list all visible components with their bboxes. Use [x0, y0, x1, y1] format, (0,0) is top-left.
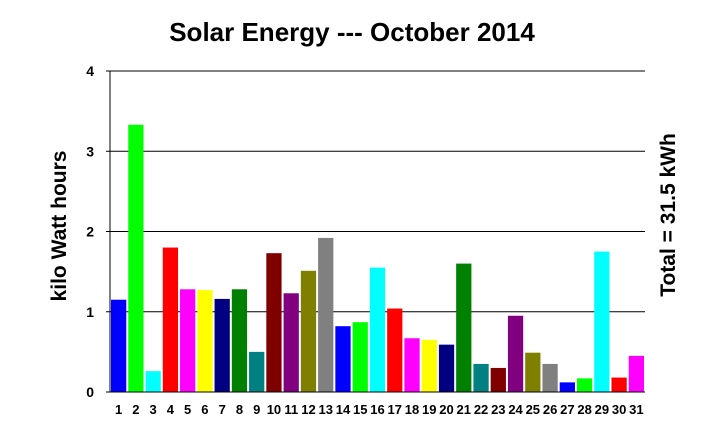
x-tick-label: 21 — [457, 402, 471, 417]
bar-day-11 — [283, 293, 299, 392]
x-tick-label: 1 — [115, 402, 122, 417]
x-tick-label: 6 — [201, 402, 208, 417]
bars — [111, 124, 644, 393]
y-axis-label: kilo Watt hours — [48, 151, 71, 302]
bar-day-3 — [145, 371, 161, 392]
x-tick-label: 16 — [370, 402, 384, 417]
y-tick-labels: 0 1 2 3 4 — [86, 63, 94, 400]
bar-day-16 — [369, 267, 386, 392]
x-tick-label: 26 — [543, 402, 557, 417]
bar-day-27 — [559, 382, 575, 392]
y-tick-label: 3 — [86, 143, 94, 159]
bar-day-21 — [456, 263, 472, 392]
bar-day-10 — [266, 253, 282, 392]
y-tick-label: 4 — [86, 63, 94, 79]
bar-day-28 — [576, 378, 593, 392]
x-tick-label: 29 — [595, 402, 609, 417]
x-tick-label: 31 — [629, 402, 643, 417]
bar-day-22 — [473, 363, 489, 392]
x-tick-label: 12 — [301, 402, 315, 417]
x-tick-label: 30 — [612, 402, 626, 417]
bar-day-9 — [249, 351, 265, 393]
x-tick-label: 18 — [405, 402, 419, 417]
x-tick-label: 2 — [132, 402, 139, 417]
bar-day-4 — [162, 247, 179, 392]
x-tick-label: 17 — [388, 402, 402, 417]
total-label: Total = 31.5 kWh — [657, 133, 680, 297]
x-tick-label: 27 — [560, 402, 574, 417]
chart-title: Solar Energy --- October 2014 — [169, 17, 535, 47]
x-tick-label: 4 — [167, 402, 175, 417]
x-tick-label: 7 — [219, 402, 226, 417]
bar-day-29 — [594, 251, 610, 392]
y-tick-label: 1 — [86, 304, 94, 320]
bar-day-2 — [128, 124, 144, 393]
x-tick-labels: 1 2 3 4 5 6 7 8 9 10 11 12 13 14 15 16 17 18 19 20 21 22 23 24 2… — [115, 402, 644, 417]
x-tick-label: 14 — [336, 402, 351, 417]
bar-day-30 — [611, 377, 627, 392]
x-tick-label: 19 — [422, 402, 436, 417]
x-tick-label: 15 — [353, 402, 367, 417]
x-tick-label: 23 — [491, 402, 505, 417]
x-tick-label: 9 — [253, 402, 260, 417]
y-tick-label: 0 — [86, 384, 94, 400]
x-tick-label: 10 — [267, 402, 281, 417]
bar-day-20 — [438, 344, 455, 392]
x-tick-label: 24 — [508, 402, 523, 417]
x-tick-label: 11 — [284, 402, 298, 417]
axes — [106, 70, 645, 393]
bar-day-24 — [507, 315, 524, 392]
bar-day-31 — [628, 355, 644, 392]
bar-day-1 — [111, 299, 127, 392]
bar-day-6 — [197, 290, 213, 392]
bar-day-8 — [231, 289, 248, 392]
bar-day-7 — [214, 298, 230, 392]
bar-day-18 — [404, 338, 420, 392]
bar-day-23 — [490, 367, 506, 392]
bar-day-15 — [352, 322, 368, 392]
x-tick-label: 25 — [526, 402, 540, 417]
x-tick-label: 28 — [577, 402, 591, 417]
bar-day-25 — [525, 352, 541, 392]
x-tick-label: 13 — [318, 402, 332, 417]
x-tick-label: 3 — [150, 402, 157, 417]
x-tick-label: 20 — [439, 402, 453, 417]
x-tick-label: 22 — [474, 402, 488, 417]
bar-day-14 — [335, 326, 351, 392]
bar-day-19 — [421, 339, 437, 392]
x-tick-label: 8 — [236, 402, 243, 417]
bar-day-17 — [387, 308, 403, 392]
y-tick-label: 2 — [86, 224, 94, 240]
bar-day-26 — [542, 363, 558, 392]
x-tick-label: 5 — [184, 402, 191, 417]
bar-day-12 — [300, 270, 317, 392]
bar-day-13 — [318, 237, 334, 392]
bar-day-5 — [180, 289, 196, 392]
